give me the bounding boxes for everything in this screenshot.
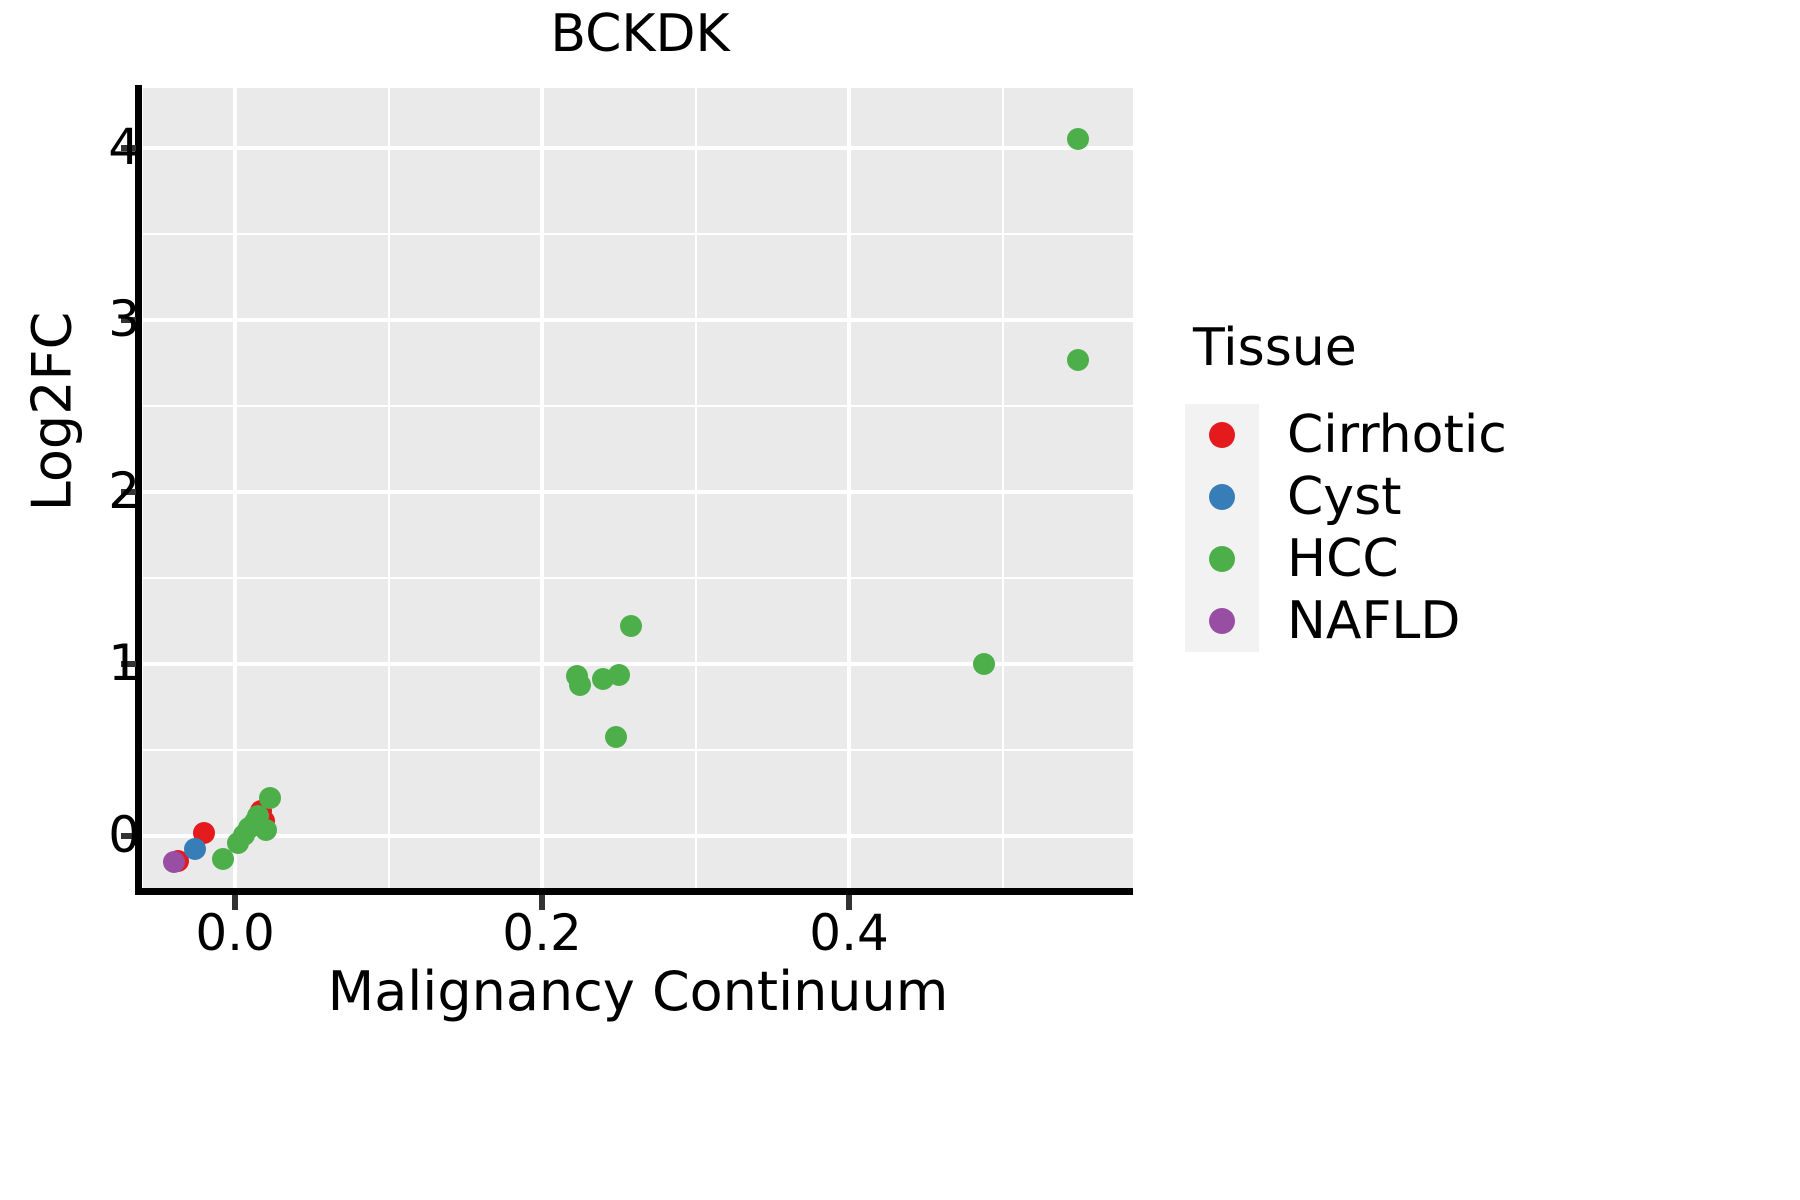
y-tick-label: 3: [108, 290, 140, 349]
x-axis-title: Malignancy Continuum: [327, 960, 949, 1023]
y-tick-mark: [121, 317, 136, 324]
x-tick-label: 0.0: [195, 904, 275, 962]
data-point: [211, 847, 234, 870]
data-point: [604, 725, 627, 748]
y-tick-label: 2: [108, 462, 140, 521]
legend-item-label: Cyst: [1287, 467, 1402, 527]
data-point: [569, 673, 592, 696]
gridline-vertical: [233, 88, 238, 888]
legend-dot-icon: [1209, 422, 1235, 448]
gridline-horizontal: [143, 146, 1133, 151]
gridline-horizontal: [143, 749, 1133, 752]
legend-item-label: NAFLD: [1287, 591, 1461, 651]
data-point: [973, 653, 996, 676]
legend-dot-icon: [1209, 608, 1235, 634]
legend-item-nafld[interactable]: NAFLD: [1185, 590, 1745, 652]
y-tick-label: 1: [108, 634, 140, 693]
gridline-horizontal: [143, 405, 1133, 408]
gridline-horizontal: [143, 490, 1133, 495]
legend-item-cirrhotic[interactable]: Cirrhotic: [1185, 404, 1745, 466]
gridline-vertical: [387, 88, 390, 888]
legend-item-cyst[interactable]: Cyst: [1185, 466, 1745, 528]
legend-dot-icon: [1209, 484, 1235, 510]
legend-title: Tissue: [1193, 318, 1357, 378]
legend-key-swatch: [1185, 404, 1259, 466]
x-tick-label: 0.4: [809, 904, 889, 962]
data-point: [184, 838, 207, 861]
x-tick-mark: [232, 895, 239, 910]
y-axis-line: [135, 85, 142, 891]
gridline-horizontal: [143, 834, 1133, 839]
legend-item-label: Cirrhotic: [1287, 405, 1507, 465]
data-point: [1066, 348, 1089, 371]
legend-key-swatch: [1185, 528, 1259, 590]
legend-key-swatch: [1185, 466, 1259, 528]
gridline-horizontal: [143, 577, 1133, 580]
gridline-horizontal: [143, 662, 1133, 667]
legend-key-swatch: [1185, 590, 1259, 652]
y-tick-mark: [121, 145, 136, 152]
chart-title: BCKDK: [550, 4, 730, 64]
plot-panel: [143, 88, 1133, 888]
y-tick-label: 4: [108, 118, 140, 177]
legend-dot-icon: [1209, 546, 1235, 572]
legend: Tissue Cirrhotic Cyst HCC NAFLD: [1185, 318, 1745, 652]
legend-items: Cirrhotic Cyst HCC NAFLD: [1185, 404, 1745, 652]
y-tick-label: 0: [108, 806, 140, 865]
gridline-vertical: [1001, 88, 1004, 888]
gridline-vertical: [847, 88, 852, 888]
x-axis-line: [135, 888, 1133, 895]
data-point: [254, 818, 277, 841]
gridline-vertical: [694, 88, 697, 888]
data-point: [162, 851, 185, 874]
gridline-horizontal: [143, 233, 1133, 236]
data-point: [259, 786, 282, 809]
legend-item-label: HCC: [1287, 529, 1399, 589]
y-tick-mark: [121, 833, 136, 840]
x-tick-mark: [539, 895, 546, 910]
gridline-horizontal: [143, 318, 1133, 323]
x-tick-mark: [846, 895, 853, 910]
gridline-vertical: [540, 88, 545, 888]
y-axis-title: Log2FC: [20, 311, 84, 512]
y-tick-mark: [121, 661, 136, 668]
data-point: [620, 615, 643, 638]
y-tick-mark: [121, 489, 136, 496]
legend-item-hcc[interactable]: HCC: [1185, 528, 1745, 590]
data-point: [1066, 127, 1089, 150]
x-tick-label: 0.2: [502, 904, 582, 962]
data-point: [607, 663, 630, 686]
